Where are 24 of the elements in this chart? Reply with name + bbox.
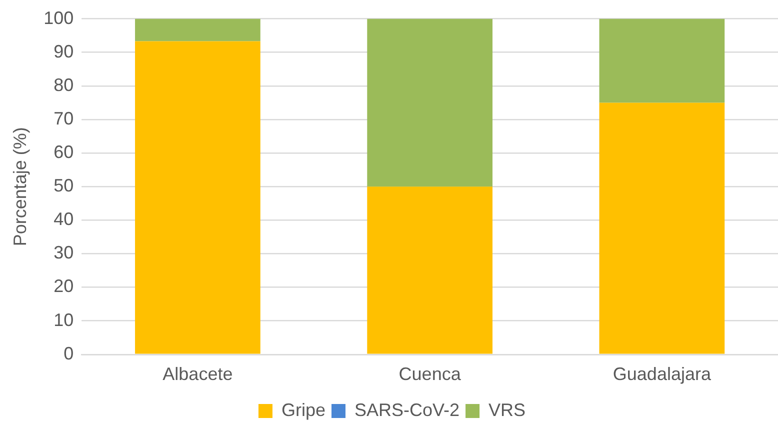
bar: [599, 102, 725, 354]
y-tick-label: 30: [54, 242, 74, 263]
x-tick-label: Albacete: [162, 364, 233, 384]
bar: [367, 18, 492, 187]
y-tick-label: 100: [44, 8, 74, 28]
y-tick-label: 60: [54, 142, 74, 162]
bar: [135, 18, 260, 42]
y-tick-label: 40: [54, 209, 74, 230]
bar: [367, 186, 492, 354]
bar: [135, 41, 260, 354]
y-tick-label: 10: [54, 310, 74, 330]
x-tick-label: Cuenca: [398, 364, 462, 384]
y-tick-label: 70: [54, 108, 74, 128]
legend-label: VRS: [488, 400, 526, 420]
y-axis-title: Porcentaje (%): [10, 127, 30, 246]
x-tick-label: Guadalajara: [612, 364, 712, 384]
y-tick-label: 50: [54, 176, 74, 196]
y-tick-label: 90: [54, 41, 74, 62]
y-tick-label: 20: [54, 276, 74, 296]
legend-label: SARS-CoV-2: [354, 400, 460, 420]
bar: [599, 18, 725, 103]
y-tick-label: 80: [54, 74, 74, 95]
y-tick-label: 0: [64, 343, 74, 364]
legend-label: Gripe: [281, 400, 326, 420]
